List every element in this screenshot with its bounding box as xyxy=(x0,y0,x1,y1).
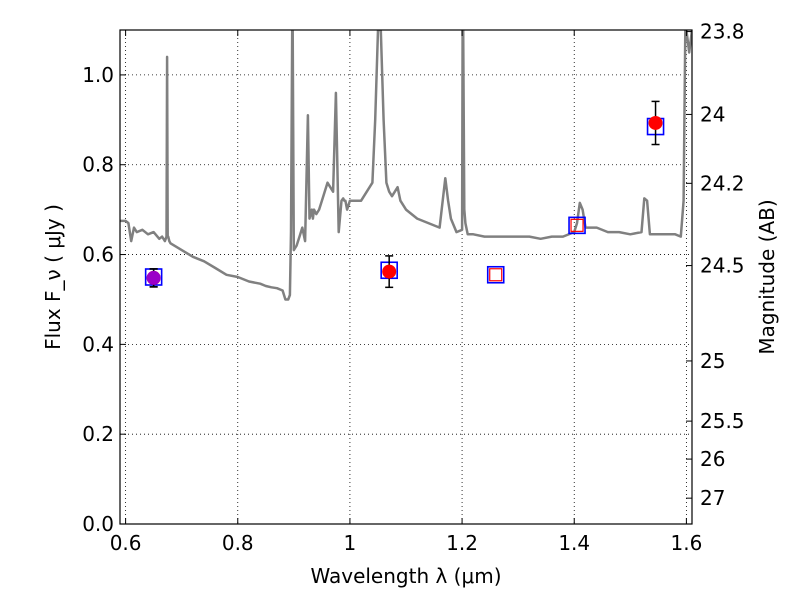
observed-point xyxy=(648,115,663,130)
x-tick-label: 1 xyxy=(344,531,357,555)
x-tick-label: 0.6 xyxy=(110,531,142,555)
y-tick-label: 0.0 xyxy=(82,512,114,536)
model-square-marker xyxy=(486,265,505,284)
observed-point xyxy=(146,270,161,285)
y2-tick-label: 25 xyxy=(700,349,725,373)
y2-tick-label: 23.8 xyxy=(700,20,745,44)
y2-tick-label: 26 xyxy=(700,447,725,471)
y-tick-label: 1.0 xyxy=(82,63,114,87)
y2-tick-label: 24.2 xyxy=(700,171,745,195)
y-tick-label: 0.4 xyxy=(82,332,114,356)
spectrum-line xyxy=(120,30,692,301)
y-tick-label: 0.2 xyxy=(82,422,114,446)
predicted-square-marker xyxy=(489,268,503,282)
y-tick-label: 0.6 xyxy=(82,243,114,267)
y2-tick-label: 25.5 xyxy=(700,409,745,433)
model-square-marker xyxy=(568,216,586,235)
y2-tick-label: 27 xyxy=(700,486,725,510)
y-tick-label: 0.8 xyxy=(82,153,114,177)
x-tick-label: 0.8 xyxy=(222,531,254,555)
y-axis-label: Flux F_ν ( μJy ) xyxy=(41,204,65,350)
points-layer xyxy=(144,100,665,289)
y2-axis-label: Magnitude (AB) xyxy=(755,199,779,354)
plot-background xyxy=(120,30,692,524)
plot-frame xyxy=(119,29,693,525)
ticks: 0.6 0.8 1 1.2 1.4 1.6 0.0 0.2 0.4 0.6 0.8 1.0 23.8 24… xyxy=(82,20,744,555)
x-tick-label: 1.6 xyxy=(670,531,702,555)
x-axis-label: Wavelength λ (μm) xyxy=(310,564,501,588)
observed-point xyxy=(382,264,397,279)
x-tick-label: 1.4 xyxy=(558,531,590,555)
y2-tick-label: 24.5 xyxy=(700,254,745,278)
spectrum-layer xyxy=(120,30,692,301)
x-tick-label: 1.2 xyxy=(446,531,478,555)
y2-tick-label: 24 xyxy=(700,102,725,126)
predicted-square-marker xyxy=(570,218,584,232)
